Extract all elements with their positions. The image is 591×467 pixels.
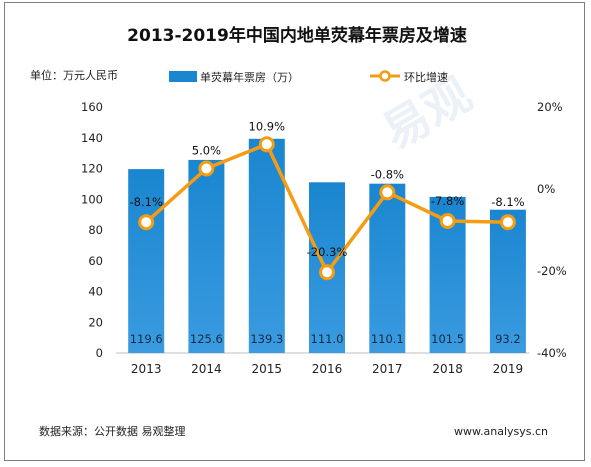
x-tick-2013: 2013 (131, 362, 162, 376)
bar-2015 (248, 138, 285, 353)
left-tick-80: 80 (88, 223, 103, 237)
growth-label-2017: -0.8% (371, 167, 404, 181)
growth-point-2014 (198, 160, 215, 177)
growth-point-2019 (499, 214, 516, 231)
bars-layer: 119.6 125.6 139.3 111.0 110.1 101.5 93.2 (128, 138, 526, 353)
growth-label-2016: -20.3% (307, 245, 348, 259)
left-tick-120: 120 (81, 162, 103, 176)
left-tick-0: 0 (96, 346, 103, 360)
growth-point-2016 (319, 264, 335, 281)
growth-label-2013: -8.1% (130, 195, 163, 209)
left-axis: 0 20 40 60 80 100 120 140 160 (81, 100, 103, 360)
x-tick-2018: 2018 (432, 362, 463, 376)
left-tick-20: 20 (88, 315, 103, 329)
right-tick--40%: -40% (537, 346, 567, 360)
bar-2019 (489, 209, 526, 353)
line-layer: -8.1% 5.0% 10.9% -20.3% -0.8% -7.8% -8.1% (130, 119, 525, 281)
legend-line-marker (379, 70, 391, 82)
right-tick--20%: -20% (537, 264, 567, 278)
bar-label-2019: 93.2 (495, 332, 521, 346)
left-tick-40: 40 (88, 285, 103, 299)
x-tick-2015: 2015 (252, 362, 283, 376)
bar-label-2016: 111.0 (311, 332, 344, 346)
x-tick-2019: 2019 (493, 362, 524, 376)
x-tick-2016: 2016 (312, 362, 343, 376)
right-tick-20%: 20% (537, 100, 563, 114)
growth-label-2014: 5.0% (192, 144, 221, 158)
bar-label-2018: 101.5 (431, 332, 464, 346)
bar-label-2013: 119.6 (130, 332, 163, 346)
legend-line-label: 环比增速 (404, 70, 448, 84)
left-tick-140: 140 (81, 131, 103, 145)
x-tick-2014: 2014 (191, 362, 222, 376)
bar-label-2014: 125.6 (190, 332, 223, 346)
left-tick-60: 60 (88, 254, 103, 268)
right-tick-0%: 0% (537, 182, 555, 196)
chart-frame (4, 2, 585, 461)
x-tick-2017: 2017 (372, 362, 403, 376)
legend-bar-label: 单荧幕年票房（万） (200, 70, 299, 84)
bar-2013 (128, 169, 165, 353)
left-tick-160: 160 (81, 100, 103, 114)
footer-source: 数据来源：公开数据 易观整理 (39, 424, 186, 438)
right-axis: -40% -20% 0% 20% (537, 100, 567, 360)
footer-website: www.analysys.cn (454, 425, 548, 438)
growth-label-2018: -7.8% (431, 194, 464, 208)
left-tick-100: 100 (81, 192, 103, 206)
growth-label-2015: 10.9% (249, 119, 286, 133)
legend: 单荧幕年票房（万） 环比增速 (169, 70, 448, 84)
bar-label-2015: 139.3 (250, 332, 283, 346)
growth-point-2017 (379, 184, 396, 201)
unit-label: 单位：万元人民币 (30, 68, 118, 82)
growth-point-2013 (138, 214, 155, 231)
legend-bar-swatch (169, 71, 197, 82)
growth-point-2015 (258, 136, 275, 153)
chart-title: 2013-2019年中国内地单荧幕年票房及增速 (127, 25, 467, 46)
bar-2017 (369, 183, 406, 353)
x-axis: 2013 2014 2015 2016 2017 2018 2019 (131, 362, 523, 376)
bar-2014 (188, 159, 225, 353)
bar-label-2017: 110.1 (371, 332, 404, 346)
growth-point-2018 (439, 213, 456, 229)
growth-label-2019: -8.1% (491, 195, 524, 209)
